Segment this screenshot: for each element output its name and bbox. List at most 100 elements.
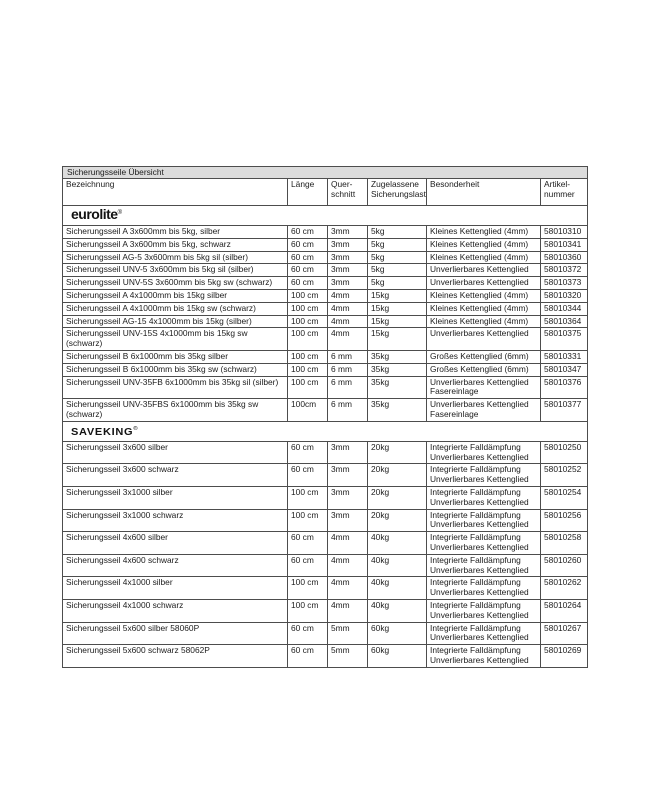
table-row: Sicherungsseil 3x1000 schwarz 100 cm 3mm 20… [62, 508, 589, 533]
cell-bezeichnung: Sicherungsseil 4x1000 silber [62, 576, 288, 600]
cell-last: 20kg [367, 463, 427, 487]
cell-besonderheit: Kleines Kettenglied (4mm) [426, 237, 541, 252]
cell-artikel: 58010373 [539, 276, 589, 290]
column-header-querschnitt: Quer- schnitt [327, 178, 368, 206]
column-header-bezeichnung: Bezeichnung [62, 178, 288, 206]
cell-querschnitt: 4mm [327, 598, 368, 623]
cell-bezeichnung: Sicherungsseil A 3x600mm bis 5kg, silber [62, 225, 288, 239]
cell-bezeichnung: Sicherungsseil 3x600 silber [62, 440, 288, 465]
cell-last: 35kg [367, 398, 427, 422]
cell-laenge: 60 cm [287, 621, 328, 646]
cell-besonderheit: Integrierte Falldämpfung Unverlierbares … [426, 485, 541, 510]
cell-artikel: 58010252 [539, 463, 589, 487]
cell-laenge: 100cm [287, 398, 328, 422]
cell-laenge: 100 cm [287, 314, 328, 329]
cell-besonderheit: Integrierte Falldämpfung Unverlierbares … [426, 576, 541, 600]
cell-besonderheit: Integrierte Falldämpfung Unverlierbares … [426, 621, 541, 646]
eurolite-logo: eurolite® [71, 206, 122, 223]
cell-querschnitt: 3mm [327, 440, 368, 465]
cell-querschnitt: 3mm [327, 225, 368, 239]
cell-querschnitt: 6 mm [327, 375, 368, 400]
cell-besonderheit: Integrierte Falldämpfung Unverlierbares … [426, 598, 541, 623]
cell-bezeichnung: Sicherungsseil UNV-5 3x600mm bis 5kg sil… [62, 263, 288, 278]
brand-cell-eurolite: eurolite® [61, 205, 589, 226]
cell-artikel: 58010258 [539, 531, 589, 555]
cell-querschnitt: 3mm [327, 508, 368, 533]
cell-artikel: 58010262 [539, 576, 589, 600]
table-title: Sicherungsseile Übersicht [61, 166, 589, 179]
cell-besonderheit: Unverlierbares Kettenglied [426, 327, 541, 351]
table-row: Sicherungsseil 4x600 silber 60 cm 4mm 40kg I… [62, 531, 589, 555]
cell-artikel: 58010347 [539, 362, 589, 377]
cell-last: 20kg [367, 440, 427, 465]
cell-querschnitt: 3mm [327, 276, 368, 290]
table-title-row: Sicherungsseile Übersicht [61, 166, 589, 179]
cell-bezeichnung: Sicherungsseil B 6x1000mm bis 35kg silbe… [62, 349, 288, 364]
cell-querschnitt: 4mm [327, 553, 368, 578]
cell-artikel: 58010264 [539, 598, 589, 623]
cell-bezeichnung: Sicherungsseil UNV-35FBS 6x1000mm bis 35… [62, 398, 288, 422]
saveking-logo: SAVEKING® [71, 426, 138, 438]
cell-bezeichnung: Sicherungsseil 4x600 silber [62, 531, 288, 555]
cell-last: 5kg [367, 225, 427, 239]
cell-bezeichnung: Sicherungsseil UNV-35FB 6x1000mm bis 35k… [62, 375, 288, 400]
cell-querschnitt: 3mm [327, 463, 368, 487]
table-row: Sicherungsseil B 6x1000mm bis 35kg silbe… [62, 349, 589, 364]
table-row: Sicherungsseil UNV-35FBS 6x1000mm bis 35… [62, 398, 589, 422]
cell-artikel: 58010331 [539, 349, 589, 364]
cell-last: 15kg [367, 301, 427, 316]
cell-besonderheit: Unverlierbares Kettenglied [426, 276, 541, 290]
column-header-laenge: Länge [287, 178, 328, 206]
cell-querschnitt: 5mm [327, 644, 368, 668]
cell-last: 40kg [367, 598, 427, 623]
cell-artikel: 58010250 [539, 440, 589, 465]
table-body: Sicherungsseile Übersicht Bezeichnung Lä… [61, 166, 589, 668]
cell-artikel: 58010377 [539, 398, 589, 422]
table-row: Sicherungsseil AG-5 3x600mm bis 5kg sil … [62, 250, 589, 265]
cell-last: 5kg [367, 263, 427, 278]
cell-besonderheit: Unverlierbares Kettenglied Fasereinlage [426, 375, 541, 400]
cell-bezeichnung: Sicherungsseil UNV-15S 4x1000mm bis 15kg… [62, 327, 288, 351]
cell-bezeichnung: Sicherungsseil 3x1000 schwarz [62, 508, 288, 533]
table-row: Sicherungsseil UNV-35FB 6x1000mm bis 35k… [62, 375, 589, 400]
registered-trademark-mark: ® [133, 426, 138, 432]
table-row: Sicherungsseil 5x600 schwarz 58062P 60 cm… [62, 644, 589, 668]
cell-bezeichnung: Sicherungsseil AG-15 4x1000mm bis 15kg (… [62, 314, 288, 329]
table-row: Sicherungsseil A 4x1000mm bis 15kg sw (s… [62, 301, 589, 316]
cell-laenge: 100 cm [287, 288, 328, 303]
cell-laenge: 100 cm [287, 327, 328, 351]
products-table: Sicherungsseile Übersicht Bezeichnung Lä… [61, 166, 589, 668]
cell-artikel: 58010372 [539, 263, 589, 278]
cell-laenge: 60 cm [287, 463, 328, 487]
cell-besonderheit: Integrierte Falldämpfung Unverlierbares … [426, 531, 541, 555]
cell-laenge: 60 cm [287, 250, 328, 265]
cell-bezeichnung: Sicherungsseil 5x600 silber 58060P [62, 621, 288, 646]
table-row: Sicherungsseil UNV-5 3x600mm bis 5kg sil… [62, 263, 589, 278]
cell-artikel: 58010364 [539, 314, 589, 329]
table-row: Sicherungsseil A 3x600mm bis 5kg, schwar… [62, 237, 589, 252]
table-row: Sicherungsseil 3x600 schwarz 60 cm 3mm 20kg… [62, 463, 589, 487]
cell-artikel: 58010360 [539, 250, 589, 265]
cell-artikel: 58010344 [539, 301, 589, 316]
cell-bezeichnung: Sicherungsseil A 4x1000mm bis 15kg sw (s… [62, 301, 288, 316]
cell-last: 15kg [367, 288, 427, 303]
cell-querschnitt: 3mm [327, 485, 368, 510]
cell-last: 5kg [367, 276, 427, 290]
cell-artikel: 58010256 [539, 508, 589, 533]
cell-last: 60kg [367, 621, 427, 646]
cell-laenge: 100 cm [287, 349, 328, 364]
cell-artikel: 58010320 [539, 288, 589, 303]
cell-querschnitt: 6 mm [327, 398, 368, 422]
cell-bezeichnung: Sicherungsseil 5x600 schwarz 58062P [62, 644, 288, 668]
table-row: Sicherungsseil 4x600 schwarz 60 cm 4mm 40kg… [62, 553, 589, 578]
brand-row-saveking: SAVEKING® [61, 420, 589, 442]
cell-laenge: 100 cm [287, 362, 328, 377]
column-header-artikelnummer: Artikel- nummer [539, 178, 589, 206]
cell-bezeichnung: Sicherungsseil AG-5 3x600mm bis 5kg sil … [62, 250, 288, 265]
cell-querschnitt: 6 mm [327, 349, 368, 364]
cell-artikel: 58010254 [539, 485, 589, 510]
cell-laenge: 60 cm [287, 531, 328, 555]
cell-bezeichnung: Sicherungsseil 4x600 schwarz [62, 553, 288, 578]
cell-artikel: 58010260 [539, 553, 589, 578]
